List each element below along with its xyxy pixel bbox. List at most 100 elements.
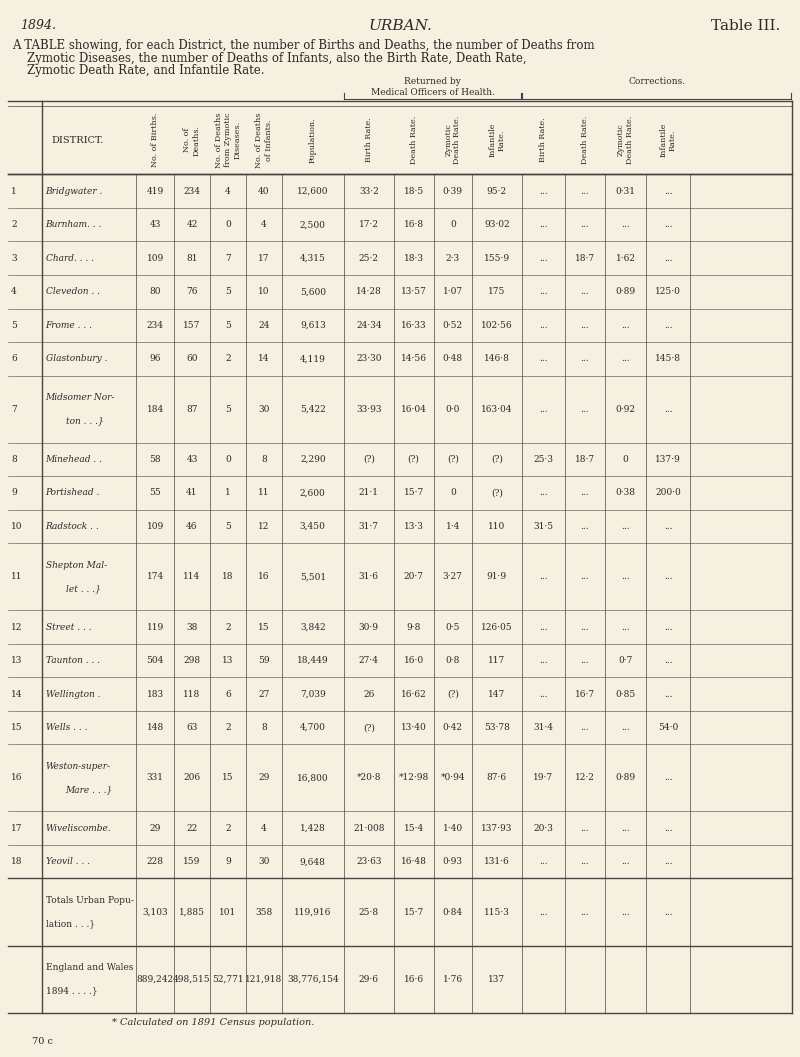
- Text: 4,700: 4,700: [300, 723, 326, 733]
- Text: 16·7: 16·7: [574, 689, 595, 699]
- Text: 13·3: 13·3: [404, 522, 423, 531]
- Text: Burnham. . .: Burnham. . .: [46, 220, 102, 229]
- Text: Clevedon . .: Clevedon . .: [46, 288, 99, 296]
- Text: 1894 . . . .}: 1894 . . . .}: [46, 986, 98, 996]
- Text: 200·0: 200·0: [655, 488, 681, 498]
- Text: ...: ...: [581, 488, 589, 498]
- Text: 2: 2: [225, 354, 231, 364]
- Text: 10: 10: [11, 522, 22, 531]
- Text: 0·8: 0·8: [446, 656, 460, 665]
- Text: 234: 234: [183, 187, 201, 196]
- Text: 14·28: 14·28: [356, 288, 382, 296]
- Text: 18·7: 18·7: [574, 455, 595, 464]
- Text: 27·4: 27·4: [358, 656, 379, 665]
- Text: Corrections.: Corrections.: [628, 77, 686, 87]
- Text: 3·27: 3·27: [443, 572, 462, 581]
- Text: 31·4: 31·4: [534, 723, 554, 733]
- Text: 13·40: 13·40: [401, 723, 426, 733]
- Text: ...: ...: [581, 723, 589, 733]
- Text: 40: 40: [258, 187, 270, 196]
- Text: 18: 18: [11, 857, 22, 867]
- Text: 0·39: 0·39: [443, 187, 463, 196]
- Text: 3: 3: [11, 254, 17, 263]
- Text: 80: 80: [150, 288, 161, 296]
- Text: 4,119: 4,119: [300, 354, 326, 364]
- Text: 2: 2: [11, 220, 17, 229]
- Text: 46: 46: [186, 522, 198, 531]
- Text: 0·93: 0·93: [443, 857, 463, 867]
- Text: 15·4: 15·4: [403, 823, 424, 833]
- Text: 7: 7: [225, 254, 231, 263]
- Text: 9,613: 9,613: [300, 320, 326, 330]
- Text: 0: 0: [450, 488, 456, 498]
- Text: ...: ...: [581, 572, 589, 581]
- Text: ...: ...: [664, 572, 672, 581]
- Text: ...: ...: [539, 187, 547, 196]
- Text: 38,776,154: 38,776,154: [287, 975, 338, 984]
- Text: 63: 63: [186, 723, 198, 733]
- Text: 15: 15: [222, 774, 234, 782]
- Text: 4: 4: [261, 220, 267, 229]
- Text: 234: 234: [146, 320, 164, 330]
- Text: 22: 22: [186, 823, 198, 833]
- Text: 8: 8: [11, 455, 17, 464]
- Text: (?): (?): [363, 723, 374, 733]
- Text: 5: 5: [225, 405, 231, 413]
- Text: Street . . .: Street . . .: [46, 623, 91, 631]
- Text: 29: 29: [150, 823, 161, 833]
- Text: Weston-super-: Weston-super-: [46, 762, 110, 771]
- Text: 21·1: 21·1: [358, 488, 379, 498]
- Text: ...: ...: [581, 908, 589, 916]
- Text: 184: 184: [146, 405, 164, 413]
- Text: 5,600: 5,600: [300, 288, 326, 296]
- Text: 0: 0: [225, 220, 231, 229]
- Text: 29: 29: [258, 774, 270, 782]
- Text: Zymotic
Death Rate.: Zymotic Death Rate.: [444, 116, 462, 164]
- Text: 16·04: 16·04: [401, 405, 426, 413]
- Text: Shepton Mal-: Shepton Mal-: [46, 560, 106, 570]
- Text: 30: 30: [258, 405, 270, 413]
- Text: 12: 12: [258, 522, 270, 531]
- Text: 20·7: 20·7: [404, 572, 424, 581]
- Text: No. of Births.: No. of Births.: [151, 113, 159, 167]
- Text: ...: ...: [664, 774, 672, 782]
- Text: 23·30: 23·30: [356, 354, 382, 364]
- Text: ...: ...: [664, 857, 672, 867]
- Text: 17·2: 17·2: [358, 220, 379, 229]
- Text: ...: ...: [622, 908, 630, 916]
- Text: 25·2: 25·2: [358, 254, 379, 263]
- Text: 59: 59: [258, 656, 270, 665]
- Text: 15·7: 15·7: [403, 908, 424, 916]
- Text: 87: 87: [186, 405, 198, 413]
- Text: Chard. . . .: Chard. . . .: [46, 254, 94, 263]
- Text: 1·40: 1·40: [442, 823, 463, 833]
- Text: 175: 175: [488, 288, 506, 296]
- Text: 146·8: 146·8: [484, 354, 510, 364]
- Text: 0·7: 0·7: [618, 656, 633, 665]
- Text: 5: 5: [225, 288, 231, 296]
- Text: 0: 0: [225, 455, 231, 464]
- Text: 1894.: 1894.: [20, 19, 56, 32]
- Text: 1,428: 1,428: [300, 823, 326, 833]
- Text: Bridgwater .: Bridgwater .: [46, 187, 103, 196]
- Text: ...: ...: [581, 823, 589, 833]
- Text: 52,771: 52,771: [212, 975, 244, 984]
- Text: ...: ...: [622, 723, 630, 733]
- Text: ...: ...: [622, 220, 630, 229]
- Text: 15: 15: [258, 623, 270, 631]
- Text: ...: ...: [664, 623, 672, 631]
- Text: 17: 17: [11, 823, 22, 833]
- Text: 5: 5: [225, 320, 231, 330]
- Text: ...: ...: [622, 857, 630, 867]
- Text: 2,500: 2,500: [300, 220, 326, 229]
- Text: ...: ...: [664, 908, 672, 916]
- Text: (?): (?): [491, 488, 502, 498]
- Text: 0·0: 0·0: [446, 405, 460, 413]
- Text: Infantile
Rate.: Infantile Rate.: [659, 123, 677, 157]
- Text: 20·3: 20·3: [534, 823, 553, 833]
- Text: 16·33: 16·33: [401, 320, 426, 330]
- Text: 70 c: 70 c: [32, 1037, 53, 1046]
- Text: 25·8: 25·8: [358, 908, 379, 916]
- Text: ...: ...: [664, 320, 672, 330]
- Text: 159: 159: [183, 857, 201, 867]
